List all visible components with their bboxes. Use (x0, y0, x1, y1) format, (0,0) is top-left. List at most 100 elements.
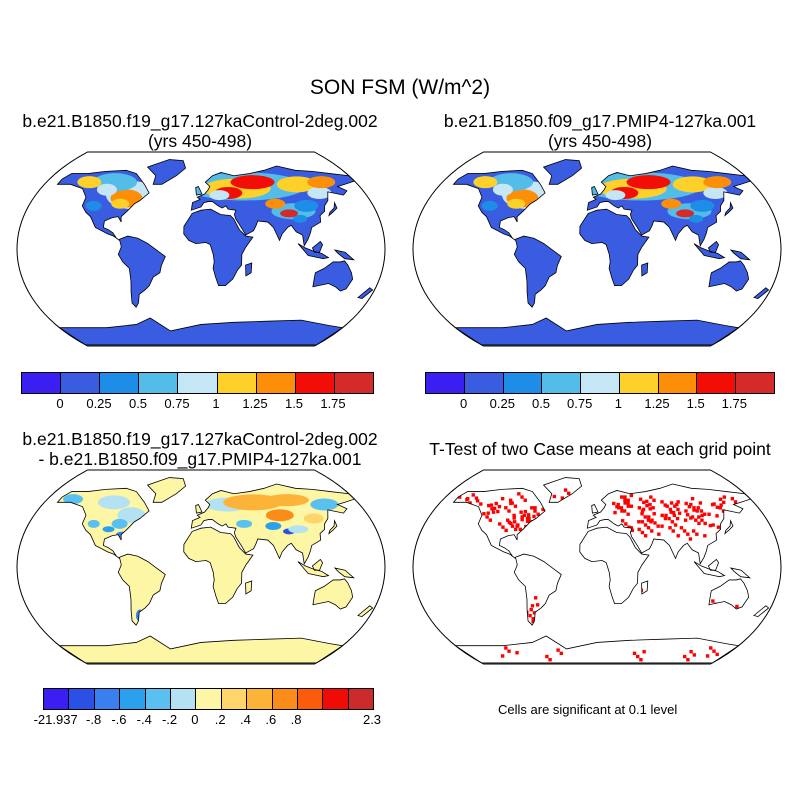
significant-cell (545, 654, 549, 659)
significant-cell (676, 534, 680, 538)
map-outline (16, 469, 386, 665)
significant-cell (535, 603, 540, 607)
landmass-newzealand (753, 605, 769, 617)
landmass-uk (591, 504, 598, 514)
colorbar-box (145, 689, 171, 709)
coastline-africa (183, 526, 254, 605)
coastline-borneo (311, 240, 324, 253)
significant-cell (531, 619, 535, 624)
colorbar-box (22, 373, 62, 393)
coastline-madagascar (641, 580, 649, 595)
colorbar-box (619, 373, 659, 393)
significant-cell (682, 529, 687, 533)
coastline-eurasia (586, 483, 752, 565)
colorbar-box (178, 373, 218, 393)
significant-cell (669, 510, 673, 514)
map-case2 (412, 151, 782, 347)
significant-cell (719, 503, 723, 507)
significant-cell (656, 524, 660, 528)
landmass-southAmerica (118, 236, 166, 308)
colorbar-tick-label: 0.5 (128, 396, 148, 411)
significant-cell (531, 617, 535, 621)
significant-cell (619, 506, 624, 510)
significant-cell (643, 523, 648, 527)
field-cell-cluster (85, 200, 102, 211)
significant-cell (510, 524, 515, 528)
significant-cell (703, 534, 707, 538)
significant-cell (717, 605, 721, 610)
field-cell-cluster (265, 198, 286, 209)
significant-cell (672, 513, 677, 518)
significant-cell (692, 653, 697, 657)
significant-cell (624, 522, 628, 526)
coastline-greenland (146, 159, 187, 185)
significant-cell (629, 504, 634, 508)
colorbar-tick-label: .6 (265, 712, 277, 727)
coastline-borneo (707, 558, 720, 571)
significant-cell (528, 613, 532, 618)
significant-cell (620, 495, 624, 499)
significant-cell (711, 523, 715, 527)
significant-cell (646, 526, 651, 530)
field-cell-cluster (294, 199, 319, 212)
field-cell-cluster (265, 509, 294, 522)
significant-cell (515, 524, 519, 528)
significant-cell (508, 498, 513, 502)
significant-cell (507, 509, 511, 513)
significant-cell (676, 500, 680, 504)
landmass-greenland (147, 477, 186, 503)
panel-case1-title-line1: b.e21.B1850.f19_g17.127kaControl-2deg.00… (22, 111, 378, 131)
coastline-uk (195, 185, 203, 196)
significant-cell (639, 658, 643, 662)
colorbar-tick-label: 0.75 (164, 396, 190, 411)
field-cell-cluster (63, 494, 84, 505)
significant-cell (684, 501, 688, 506)
field-cell-cluster (676, 209, 695, 218)
significant-cell (669, 501, 674, 505)
panel-diff-title-line1: b.e21.B1850.f19_g17.127kaControl-2deg.00… (22, 429, 378, 449)
significant-cell (645, 503, 649, 508)
significant-cell (526, 514, 531, 518)
significant-cell (692, 506, 696, 510)
significant-cell (471, 493, 475, 497)
significant-cell (735, 604, 739, 609)
significant-cell (640, 512, 644, 516)
colorbar-tick-label: .8 (290, 712, 302, 727)
significant-cell (671, 510, 676, 515)
colorbar-box (247, 689, 273, 709)
landmass-africa (183, 209, 253, 286)
significant-cell (457, 495, 462, 499)
significant-cell (509, 501, 513, 506)
significant-cell (496, 509, 500, 514)
landmass-australia (708, 578, 749, 610)
field-cell-cluster (236, 519, 253, 528)
significant-cell (645, 499, 649, 504)
significant-cell (504, 506, 508, 510)
significant-cell (700, 518, 704, 522)
coastline-eurasia (190, 483, 356, 565)
significant-cell (705, 654, 710, 658)
significant-cell (695, 532, 699, 536)
colorbar-tick-label: -.2 (161, 712, 178, 727)
significant-cell (563, 488, 568, 492)
coastline-australia (708, 260, 750, 292)
panel-case2-title-line2: (yrs 450-498) (547, 131, 653, 151)
significant-cell (525, 519, 530, 523)
significant-cell (712, 502, 716, 506)
significant-cell (679, 526, 684, 530)
significant-cell (690, 496, 695, 501)
significant-cell (632, 651, 637, 656)
landmass-japan (328, 520, 337, 534)
colorbar-tick-label: 1 (614, 396, 622, 411)
field-cell-cluster (102, 526, 115, 533)
coastline-africa (183, 208, 254, 287)
significant-cell (522, 513, 527, 518)
significant-cell (517, 492, 521, 496)
field-cell-cluster (473, 176, 498, 189)
significant-cell (539, 618, 543, 623)
significant-cell (541, 618, 545, 622)
significant-cell (482, 512, 486, 516)
colorbar-box (221, 689, 248, 709)
significant-cell (626, 504, 631, 508)
significant-cell (665, 504, 669, 508)
